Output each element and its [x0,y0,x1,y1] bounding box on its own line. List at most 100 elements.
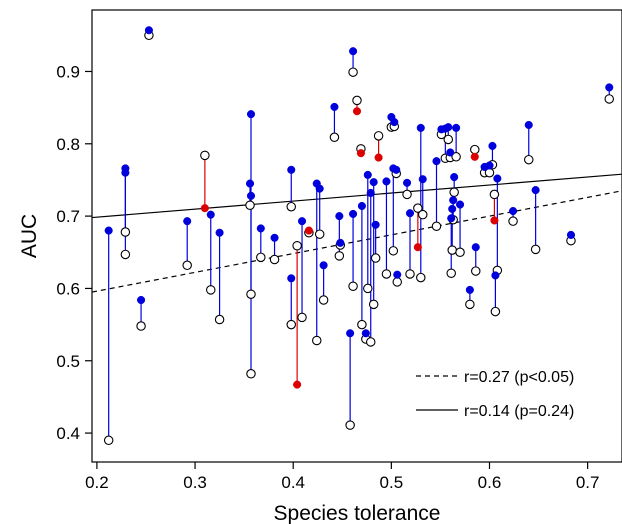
x-tick-label-3: 0.5 [380,473,404,492]
filled-point-31 [361,329,370,338]
filled-point-4 [144,26,153,35]
filled-point-8 [215,228,224,237]
filled-point-3 [137,295,146,305]
open-point-70 [530,244,541,255]
filled-point-40 [390,118,399,127]
x-axis-title: Species tolerance [274,502,441,524]
filled-point-64 [488,141,497,151]
open-point-69 [524,154,534,165]
filled-point-28 [352,107,362,116]
open-point-72 [604,94,614,104]
filled-point-70 [531,186,540,195]
fit-lines [91,173,622,293]
open-point-11 [246,369,256,379]
filled-point-30 [357,201,366,211]
open-point-30 [357,319,367,330]
y-axis-ticks: 0.4 0.5 0.6 0.7 0.8 0.9 [56,62,92,443]
open-point-54 [447,245,457,255]
open-point-37 [381,269,392,279]
filled-point-16 [293,380,302,389]
filled-point-10 [246,191,256,200]
open-point-10 [246,289,256,299]
filled-point-23 [335,212,344,221]
open-point-25 [345,420,355,430]
filled-point-5 [183,217,192,226]
filled-point-57 [452,123,461,132]
filled-point-14 [287,165,296,174]
open-point-39 [388,246,399,256]
filled-point-68 [509,206,518,216]
open-point-20 [314,229,325,239]
y-tick-label-1: 0.5 [56,352,80,371]
filled-point-63 [485,161,494,170]
filled-point-52 [446,148,455,157]
filled-point-60 [470,152,479,161]
x-tick-label-1: 0.3 [183,473,207,492]
filled-point-2 [121,168,130,177]
legend-dashed-label: r=0.27 (p<0.05) [464,369,574,386]
y-tick-label-3: 0.7 [56,207,80,226]
paired-stems [108,30,610,441]
filled-point-53 [447,214,456,223]
filled-point-56 [450,173,459,182]
open-point-26 [348,67,358,77]
filled-point-29 [356,149,365,158]
fit-line-solid [91,173,622,219]
legend: r=0.27 (p<0.05) r=0.14 (p=0.24) [416,369,574,420]
filled-point-26 [349,47,358,56]
open-point-42 [392,277,402,287]
filled-point-42 [393,270,402,279]
filled-point-34 [369,178,378,187]
filled-point-45 [413,243,422,252]
open-point-45 [413,203,423,213]
open-point-33 [365,337,376,347]
open-point-57 [451,152,461,162]
filled-point-15 [287,274,296,283]
filled-point-65 [490,216,499,225]
open-point-56 [449,187,459,197]
filled-point-59 [465,285,474,294]
y-tick-label-4: 0.8 [56,135,80,154]
filled-point-13 [270,233,279,242]
open-point-68 [508,216,518,226]
open-point-59 [465,299,475,310]
open-point-36 [373,131,384,141]
filled-point-55 [449,196,458,205]
filled-point-46 [416,123,425,132]
filled-point-22 [330,102,339,111]
filled-point-35 [371,220,380,229]
legend-solid-label: r=0.14 (p=0.24) [464,403,574,420]
filled-point-12 [256,224,265,233]
filled-point-54 [448,204,457,213]
open-point-7 [206,285,216,295]
open-point-44 [405,269,415,279]
open-point-6 [200,150,210,161]
open-point-1 [120,249,131,260]
open-point-23 [334,251,345,261]
filled-point-44 [405,209,415,218]
open-point-66 [490,306,501,317]
open-point-14 [286,201,296,212]
open-point-58 [455,247,465,258]
filled-point-72 [605,83,614,92]
filled-point-37 [382,177,391,186]
open-point-65 [489,189,500,200]
x-axis-ticks: 0.2 0.3 0.4 0.5 0.6 0.7 [85,462,599,492]
filled-point-71 [566,230,576,239]
open-point-27 [348,281,358,292]
open-point-13 [269,254,280,265]
filled-point-32 [363,170,372,179]
open-point-2 [120,227,131,237]
open-point-46 [416,272,426,283]
open-point-17 [297,312,307,323]
open-point-53 [446,268,456,278]
filled-point-6 [200,204,209,213]
filled-point-9 [245,179,255,188]
open-point-51 [443,134,454,145]
open-point-43 [402,189,412,200]
filled-point-17 [297,217,307,226]
open-point-16 [292,241,302,251]
filled-point-36 [374,153,383,162]
y-tick-label-5: 0.9 [56,62,80,81]
